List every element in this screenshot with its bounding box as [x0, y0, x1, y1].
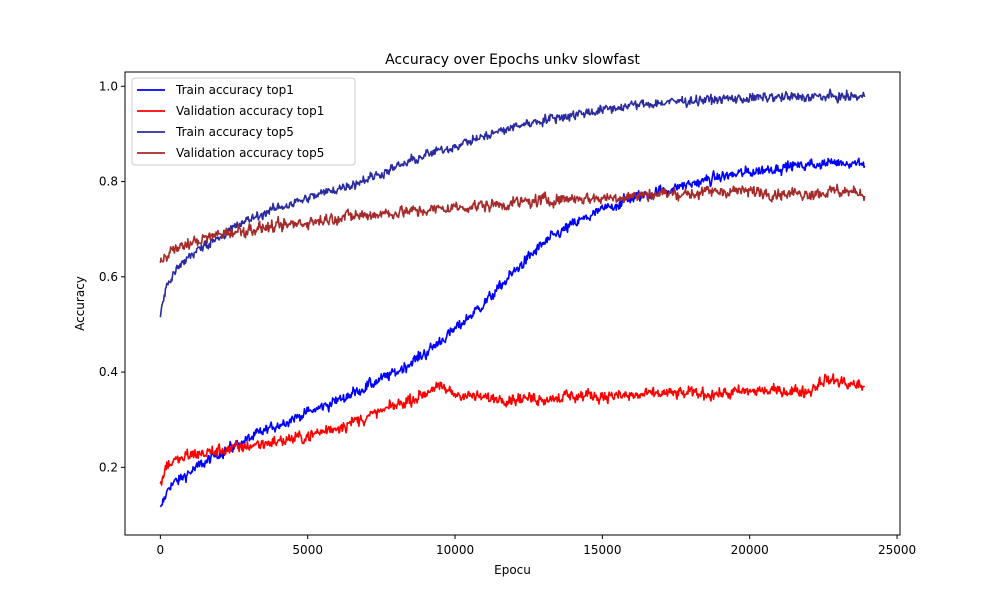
- x-tick-label: 20000: [731, 543, 769, 557]
- x-tick-label: 15000: [583, 543, 621, 557]
- legend-label: Validation accuracy top5: [176, 146, 324, 160]
- series-lines: [159, 88, 866, 508]
- legend-label: Train accuracy top1: [175, 83, 294, 97]
- x-axis-label: Epocu: [494, 563, 531, 577]
- x-tick-label: 25000: [878, 543, 916, 557]
- series-line-3: [159, 88, 866, 318]
- y-axis-label: Accuracy: [73, 276, 87, 331]
- x-tick-label: 5000: [292, 543, 323, 557]
- chart-title: Accuracy over Epochs unkv slowfast: [385, 52, 640, 68]
- x-tick-label: 0: [157, 543, 165, 557]
- y-tick-label: 0.4: [99, 365, 118, 379]
- plot-area: 0 5000 10000 15000 20000 25000 0.2 0.4 0.6 0.8 1.0: [99, 71, 916, 557]
- y-tick-label: 1.0: [99, 79, 118, 93]
- legend-box: [131, 77, 356, 166]
- legend: Train accuracy top1 Validation accuracy t…: [131, 77, 356, 166]
- y-tick-label: 0.2: [99, 460, 118, 474]
- x-tick-label: 10000: [436, 543, 474, 557]
- axes-frame: [124, 71, 901, 536]
- legend-label: Train accuracy top5: [175, 125, 294, 139]
- legend-label: Validation accuracy top1: [176, 104, 324, 118]
- y-tick-label: 0.6: [99, 270, 118, 284]
- series-line-2: [159, 373, 866, 486]
- y-tick-label: 0.8: [99, 175, 118, 189]
- series-line-1: [159, 157, 866, 508]
- series-line-4: [159, 183, 866, 264]
